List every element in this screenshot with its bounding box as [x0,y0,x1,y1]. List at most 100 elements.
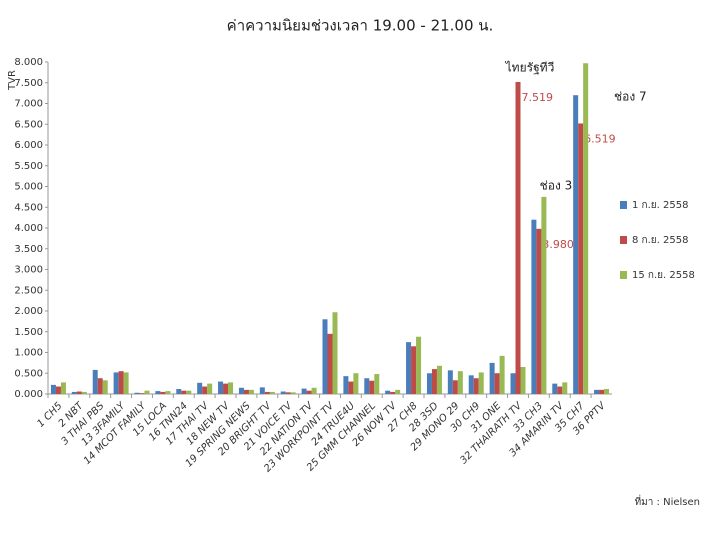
bar [218,381,224,394]
bar [364,378,370,394]
bar [306,390,312,394]
bar [285,392,291,394]
y-tick-label: 2.500 [14,285,43,296]
bar [515,81,521,395]
bar [97,378,103,394]
data-label: 6.519 [584,132,616,145]
bar [113,372,119,394]
bar [494,373,500,394]
bar [327,333,333,394]
bar [186,390,192,394]
bar [176,389,182,394]
y-tick-label: 4.000 [14,223,43,234]
y-tick-label: 0.000 [14,389,43,400]
bar [353,373,359,394]
bar [583,63,589,395]
bar [531,219,537,394]
bar [369,380,375,394]
bar [134,392,140,394]
bar [123,372,129,394]
bar [536,228,542,394]
bar [390,391,396,394]
bar [431,369,437,394]
chart-title: ค่าความนิยมช่วงเวลา 19.00 - 21.00 น. [227,17,494,35]
bar [71,391,77,394]
bar [604,389,610,394]
bar [228,382,234,394]
bar [332,312,338,394]
bar [411,346,417,394]
y-tick-label: 5.000 [14,182,43,193]
bar [594,389,600,394]
bar [473,378,479,394]
bar [223,383,229,394]
bar [489,362,495,394]
annotation: ไทยรัฐทีวี [505,61,555,75]
bar [343,376,349,394]
bar [290,392,296,394]
y-tick-label: 3.500 [14,244,43,255]
bar [197,382,203,394]
bar [374,374,380,394]
legend-label: 8 ก.ย. 2558 [632,235,688,246]
bar [395,389,401,394]
bar [165,391,171,394]
data-label: 7.519 [522,91,554,104]
bar [426,373,432,394]
y-tick-label: 1.500 [14,327,43,338]
bar [102,380,108,394]
legend-swatch [620,271,627,279]
bar [50,384,56,394]
y-tick-label: 6.500 [14,119,43,130]
y-tick-label: 2.000 [14,306,43,317]
legend-swatch [620,236,627,244]
legend-label: 1 ก.ย. 2558 [632,200,688,211]
annotation: ช่อง 7 [614,90,647,104]
bar [322,319,328,394]
bar [478,372,484,394]
y-tick-label: 6.000 [14,140,43,151]
bar [573,95,579,394]
y-tick-label: 5.500 [14,161,43,172]
bar [406,342,412,394]
bar [457,371,463,394]
bar [243,389,249,394]
bar [60,382,66,394]
y-tick-label: 7.500 [14,78,43,89]
bar [76,391,82,394]
source-note: ที่มา : Nielsen [635,494,700,508]
bar [139,393,145,394]
bar [259,387,265,394]
bar [599,389,605,394]
y-axis-label: TVR [7,70,18,91]
bar [280,391,286,394]
y-tick-label: 1.000 [14,348,43,359]
legend-label: 15 ก.ย. 2558 [632,270,695,281]
bar [269,391,275,394]
y-tick-label: 3.000 [14,265,43,276]
bar [348,381,354,394]
bar [207,383,213,394]
bar [238,387,244,394]
bar [541,196,547,394]
bar [436,365,442,394]
bar [499,355,505,394]
bar [155,391,161,394]
bar [144,390,150,394]
bar [118,371,124,394]
bar [468,375,474,394]
bar [578,123,584,395]
bar [385,390,391,394]
y-tick-label: 7.000 [14,99,43,110]
y-tick-label: 0.500 [14,368,43,379]
bar [181,390,187,394]
bar [264,391,270,394]
data-label: 3.980 [542,238,574,251]
bar [557,386,563,394]
bar [55,386,61,394]
y-tick-label: 8.000 [14,57,43,68]
bar [452,380,458,394]
bar [416,336,422,394]
bar [301,388,307,394]
